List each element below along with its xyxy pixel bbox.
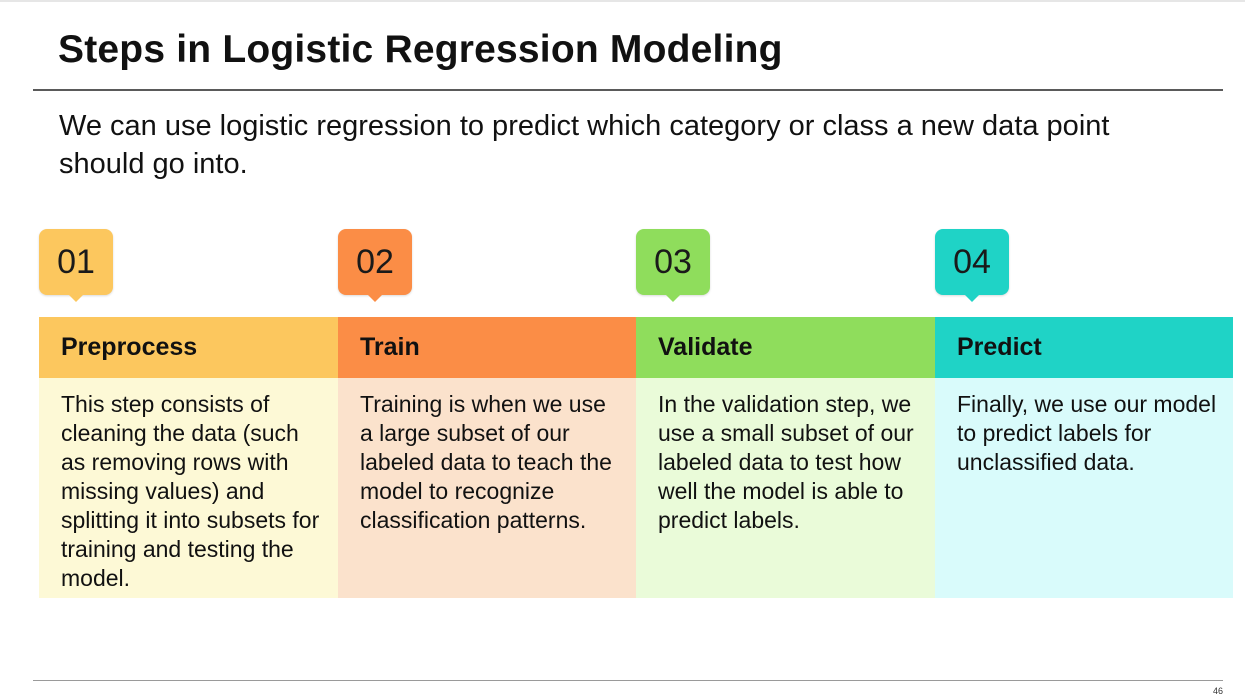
step-3-number-badge: 03: [636, 229, 710, 302]
step-4-description: Finally, we use our model to predict lab…: [935, 378, 1233, 598]
step-4-heading: Predict: [935, 317, 1233, 378]
step-2-number-badge: 02: [338, 229, 412, 302]
step-1-number-badge: 01: [39, 229, 113, 302]
intro-text: We can use logistic regression to predic…: [59, 110, 1110, 180]
step-2-heading: Train: [338, 317, 636, 378]
step-1-heading: Preprocess: [39, 317, 338, 378]
step-2-description: Training is when we use a large subset o…: [338, 378, 636, 598]
footer-divider: [33, 680, 1223, 681]
slide-title: Steps in Logistic Regression Modeling: [58, 28, 783, 71]
top-border: [0, 0, 1245, 2]
step-3-heading: Validate: [636, 317, 935, 378]
page-number: 46: [1212, 686, 1223, 694]
step-4-number-badge: 04: [935, 229, 1009, 302]
title-divider: [33, 89, 1223, 91]
step-1-description: This step consists of cleaning the data …: [39, 378, 338, 598]
step-3-description: In the validation step, we use a small s…: [636, 378, 935, 598]
